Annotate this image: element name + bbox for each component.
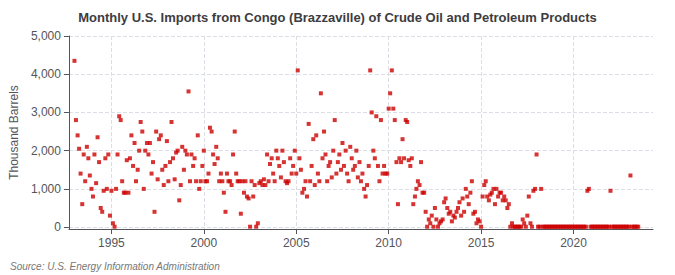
svg-text:3,000: 3,000: [31, 105, 61, 119]
svg-text:2015: 2015: [468, 236, 495, 250]
svg-text:2,000: 2,000: [31, 144, 61, 158]
svg-text:Thousand Barrels: Thousand Barrels: [7, 85, 21, 180]
svg-text:1,000: 1,000: [31, 182, 61, 196]
svg-text:Monthly U.S. Imports from Cong: Monthly U.S. Imports from Congo (Brazzav…: [78, 10, 597, 25]
svg-text:2000: 2000: [191, 236, 218, 250]
svg-text:4,000: 4,000: [31, 67, 61, 81]
svg-text:2020: 2020: [560, 236, 587, 250]
svg-text:0: 0: [54, 220, 61, 234]
svg-text:5,000: 5,000: [31, 29, 61, 43]
svg-text:1995: 1995: [98, 236, 125, 250]
svg-text:2005: 2005: [283, 236, 310, 250]
svg-text:2010: 2010: [375, 236, 402, 250]
svg-text:Source: U.S. Energy Informatio: Source: U.S. Energy Information Administ…: [10, 261, 220, 272]
